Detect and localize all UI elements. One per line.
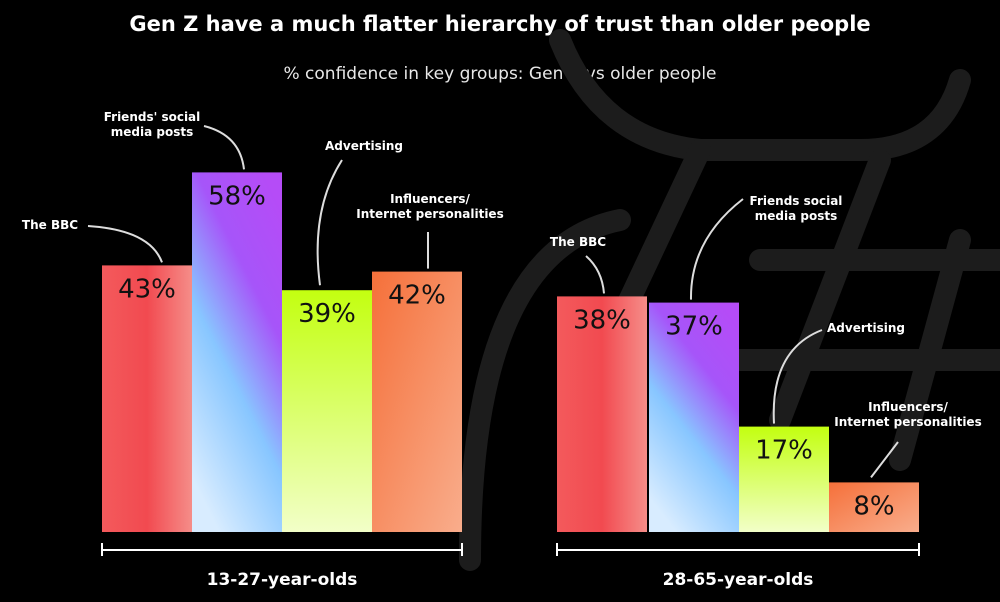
data-label: 43% [118,274,176,304]
category-label: Friends' social media posts [104,110,201,139]
bar [372,271,462,532]
chart-title: Gen Z have a much flatter hierarchy of t… [129,12,871,36]
bar [557,296,647,532]
data-label: 39% [298,299,356,329]
category-label: Friends social media posts [750,194,843,223]
leader-line [585,255,605,294]
data-label: 37% [665,312,723,342]
category-label: Advertising [325,139,403,153]
data-label: 42% [388,281,446,311]
bar [739,426,829,532]
leader-line [772,329,823,424]
group-bracket [101,543,463,556]
leader-line [870,441,899,479]
category-label: Advertising [827,321,905,335]
bar [282,290,372,532]
category-label: The BBC [22,218,78,232]
background-decoration [459,29,1000,571]
data-label: 58% [208,181,266,211]
group-label-gen-z: 13-27-year-olds [207,570,358,590]
bar [649,302,739,532]
data-label: 38% [573,305,631,335]
category-label: Influencers/Internet personalities [356,192,503,221]
chart-subtitle: % confidence in key groups: Gen Z vs old… [283,64,717,84]
leader-line [203,125,245,170]
leader-line [689,198,744,300]
category-label: The BBC [550,235,606,249]
group-label-older: 28-65-year-olds [663,570,814,590]
bar [192,172,282,532]
bar [829,482,919,532]
group-bracket [556,543,920,556]
data-label: 8% [853,491,894,521]
bar [102,265,192,532]
leader-line [87,225,163,263]
category-label: Influencers/Internet personalities [834,400,981,429]
leader-line [316,159,343,286]
data-label: 17% [755,436,813,466]
